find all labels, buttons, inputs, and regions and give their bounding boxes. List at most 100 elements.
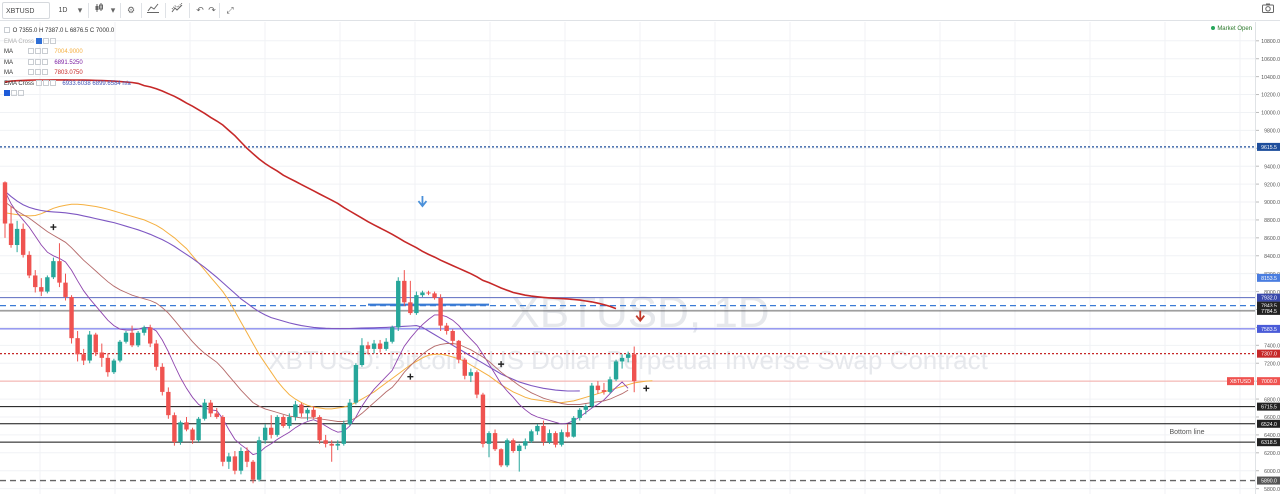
candle-body	[184, 422, 189, 430]
signal-cross-icon	[498, 361, 505, 368]
visibility-icon[interactable]	[35, 79, 42, 86]
close-icon[interactable]	[49, 79, 56, 86]
market-status-label: Market Open	[1217, 26, 1252, 32]
axis-tick-label: 7400.0	[1264, 344, 1280, 350]
legend-row[interactable]: MA 7004.9000	[4, 47, 131, 58]
chart-type-dropdown-icon[interactable]: ▾	[110, 5, 116, 15]
legend-row[interactable]: MA 6891.5250	[4, 58, 131, 69]
visibility-icon[interactable]	[27, 69, 34, 76]
visibility-icon[interactable]	[35, 37, 42, 44]
legend-row[interactable]: EMA Cross	[4, 37, 131, 48]
price-badge	[1257, 419, 1280, 428]
price-badge-label: 7784.5	[1261, 309, 1277, 315]
symbol-search-input[interactable]: XBTUSD	[2, 2, 50, 19]
price-chart[interactable]: XBTUSD, 1D XBTUSD: Bitcoin / US Dollar P…	[0, 22, 1255, 494]
candle-body	[523, 441, 528, 446]
legend-row[interactable]: MA 7803.0750	[4, 68, 131, 79]
settings-icon[interactable]	[34, 58, 41, 65]
candle-body	[317, 416, 322, 441]
candle-body	[511, 440, 516, 452]
bottom-line-annotation[interactable]: Bottom line	[1169, 429, 1204, 436]
undo-icon[interactable]: ↶	[196, 5, 204, 15]
price-badge-label: 6524.0	[1261, 422, 1277, 428]
price-badge-label: 9615.5	[1261, 145, 1277, 151]
axis-tick-label: 6200.0	[1264, 451, 1280, 457]
axis-tick-label: 10400.0	[1261, 75, 1280, 81]
drawing-icon[interactable]	[4, 90, 10, 97]
legend-name: EMA Cross	[4, 80, 35, 87]
candle-body	[166, 391, 171, 416]
price-badge	[1257, 142, 1280, 151]
candle-body	[226, 456, 232, 462]
candle-body	[160, 366, 165, 392]
market-status: Market Open	[1211, 26, 1252, 32]
interval-dropdown-icon[interactable]: ▾	[77, 5, 83, 15]
candle-body	[371, 343, 377, 349]
candle-body	[20, 228, 26, 255]
settings-icon[interactable]	[34, 69, 41, 76]
candle-body	[329, 443, 334, 446]
candle-body	[311, 409, 316, 417]
candle-body	[547, 433, 552, 443]
interval-button[interactable]: 1D	[58, 7, 68, 14]
chart-pane[interactable]: XBTUSD, 1D XBTUSD: Bitcoin / US Dollar P…	[0, 22, 1255, 494]
price-badge-label: 7843.5	[1261, 304, 1277, 310]
candle-body	[232, 456, 238, 471]
candle-body	[426, 292, 431, 294]
arrow-down-icon	[417, 196, 428, 208]
settings-icon[interactable]	[42, 79, 49, 86]
candle-body	[196, 418, 201, 441]
candle-body	[105, 357, 111, 373]
fullscreen-icon[interactable]: ⤢	[226, 5, 234, 15]
candle-body	[607, 379, 613, 392]
price-badge	[1257, 377, 1280, 386]
close-icon[interactable]	[49, 37, 56, 44]
legend-row[interactable]: EMA Cross 6933.6038 6899.6584 n/a	[4, 79, 131, 90]
redo-icon[interactable]: ↷	[208, 5, 216, 15]
compare-icon[interactable]	[169, 2, 185, 19]
candle-body	[613, 361, 619, 380]
price-badge-label: 8153.5	[1261, 276, 1277, 282]
legend-value: 6891.5250	[54, 59, 83, 66]
candle-body	[390, 327, 395, 342]
candle-body	[75, 338, 80, 355]
legend-row[interactable]	[4, 89, 131, 100]
visibility-icon[interactable]	[27, 58, 34, 65]
candle-body	[93, 334, 98, 353]
symbol-price-badge	[1227, 377, 1254, 386]
legend-value: 7004.9000	[54, 49, 83, 55]
price-badge-label: 6318.5	[1261, 440, 1277, 446]
signal-cross-icon	[407, 373, 414, 380]
candle-body	[535, 425, 540, 432]
close-icon[interactable]	[41, 69, 48, 76]
close-icon[interactable]	[41, 48, 48, 55]
settings-icon[interactable]	[34, 48, 41, 55]
candle-body	[275, 416, 280, 435]
series-line	[4, 191, 629, 456]
indicators-icon[interactable]	[145, 2, 161, 19]
camera-icon[interactable]	[1260, 2, 1276, 19]
settings-icon[interactable]	[42, 37, 49, 44]
collapse-icon[interactable]	[4, 27, 10, 34]
candle-body	[559, 432, 564, 445]
settings-icon[interactable]: ⚙	[126, 5, 136, 15]
price-badge	[1257, 273, 1280, 282]
price-badge	[1257, 349, 1280, 358]
close-icon[interactable]	[41, 58, 48, 65]
candle-body	[208, 402, 213, 414]
price-badge-label: 6715.5	[1261, 405, 1277, 411]
candle-body	[341, 424, 346, 444]
candle-body	[529, 431, 534, 442]
price-axis-scale[interactable]: 10800.0 10600.0 10400.0 10200.0 10000.0 9800.…	[1256, 22, 1280, 494]
close-icon[interactable]	[18, 90, 24, 97]
visibility-icon[interactable]	[27, 48, 34, 55]
candle-body	[498, 449, 504, 466]
price-axis[interactable]: 10800.0 10600.0 10400.0 10200.0 10000.0 9800.…	[1255, 22, 1280, 494]
candle-body	[553, 433, 558, 445]
candle-body	[269, 427, 274, 435]
settings-icon[interactable]	[11, 90, 17, 97]
candles-icon[interactable]	[91, 2, 107, 19]
candle-body	[450, 330, 455, 341]
candle-body	[141, 327, 147, 333]
price-badge	[1257, 476, 1280, 485]
